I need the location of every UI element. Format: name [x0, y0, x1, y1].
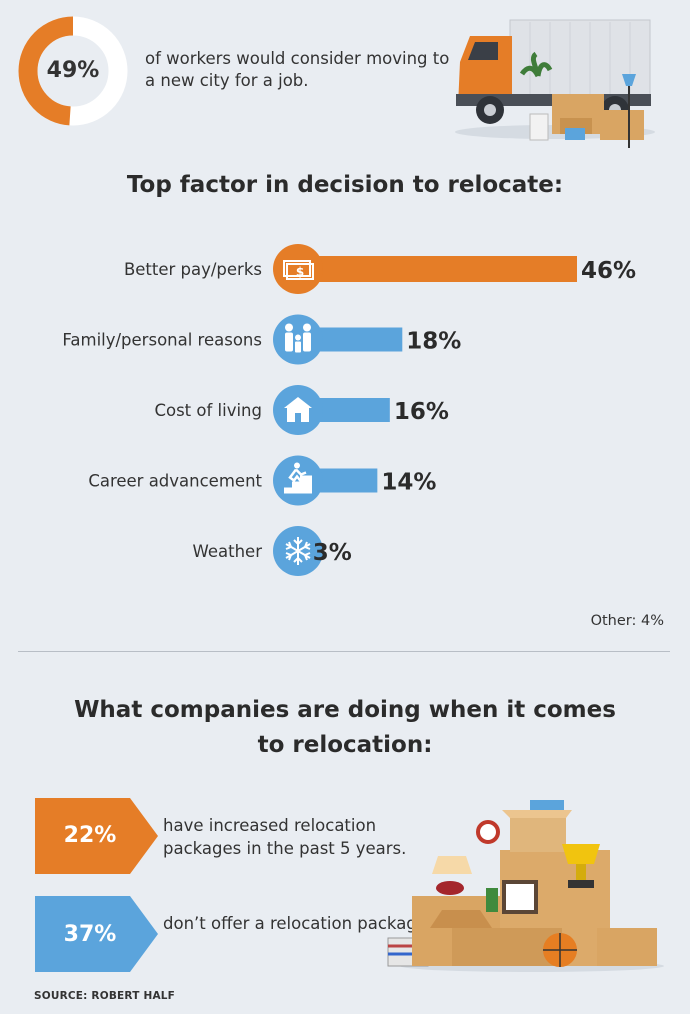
value-label-3: 14% — [381, 470, 436, 496]
value-label-4: 3% — [313, 540, 352, 566]
section-divider — [18, 651, 670, 652]
category-label-1: Family/personal reasons — [62, 331, 262, 350]
callout-percent-no-package: 37% — [63, 922, 117, 947]
value-label-2: 16% — [394, 399, 449, 425]
moving-truck-illustration — [455, 19, 655, 148]
moving-boxes-illustration — [387, 800, 664, 972]
donut-percent-label: 49% — [46, 58, 100, 83]
donut-fill — [18, 16, 128, 126]
callout-text-increased: have increased relocation packages in th… — [163, 816, 407, 858]
callout-arrow-increased — [35, 798, 158, 874]
category-label-2: Cost of living — [154, 401, 262, 420]
category-label-4: Weather — [193, 542, 263, 561]
companies-section-title: What companies are doing when it comes t… — [74, 697, 616, 758]
category-label-0: Better pay/perks — [124, 260, 262, 279]
value-label-1: 18% — [406, 329, 461, 355]
intro-text: of workers would consider moving to a ne… — [145, 49, 450, 90]
category-label-3: Career advancement — [88, 472, 262, 491]
callout-arrow-no-package — [35, 896, 158, 972]
chart-title: Top factor in decision to relocate: — [126, 172, 564, 198]
bar-0 — [290, 256, 577, 282]
other-note: Other: 4% — [590, 613, 664, 629]
value-label-0: 46% — [581, 258, 636, 284]
relocation-factors-chart: $ Better pay/perks 46%Family/personal rea… — [62, 244, 636, 576]
percent-donut — [18, 16, 128, 126]
source-note: SOURCE: ROBERT HALF — [34, 990, 176, 1002]
callout-percent-increased: 22% — [63, 823, 117, 848]
callout-text-no-package: don’t offer a relocation package. — [163, 914, 433, 933]
